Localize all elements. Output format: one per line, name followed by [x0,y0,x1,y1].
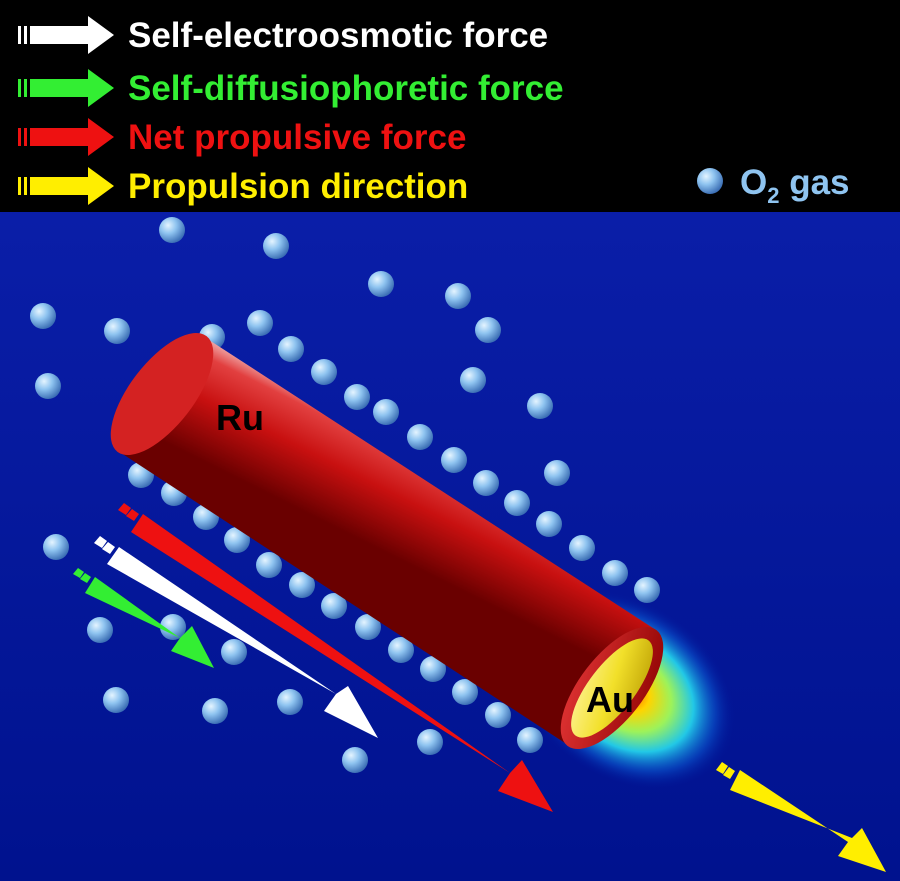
o2-bubble-icon [634,577,660,603]
legend-arrow-electroosmotic [18,16,114,54]
propulsion-direction-arrow [716,762,886,872]
o2-bubble-icon [527,393,553,419]
ru-au-nanorod [110,332,664,750]
o2-bubble-icon [504,490,530,516]
o2-bubble-icon [697,168,723,194]
o2-bubble-icon [277,689,303,715]
o2-bubble-icon [344,384,370,410]
o2-bubble-icon [221,639,247,665]
legend-arrow-diffusiophoretic [18,69,114,107]
o2-bubble-icon [368,271,394,297]
o2-bubble-icon [445,283,471,309]
o2-bubble-icon [43,534,69,560]
o2-bubble-icon [536,511,562,537]
o2-bubble-icon [224,527,250,553]
o2-bubble-icon [104,318,130,344]
o2-bubble-icon [407,424,433,450]
o2-bubble-icon [473,470,499,496]
legend-label-direction: Propulsion direction [128,167,468,206]
legend-arrow-direction [18,167,114,205]
legend-label-electroosmotic: Self-electroosmotic force [128,16,548,55]
o2-bubble-icon [602,560,628,586]
o2-bubble-icon [460,367,486,393]
o2-bubble-icon [420,656,446,682]
ru-label: Ru [216,397,264,438]
legend-bar [0,0,900,212]
o2-bubble-icon [311,359,337,385]
o2-bubble-icon [373,399,399,425]
o2-bubble-icon [263,233,289,259]
o2-bubble-icon [35,373,61,399]
o2-bubble-icon [441,447,467,473]
au-label: Au [586,679,634,720]
o2-bubble-icon [569,535,595,561]
o2-bubble-icon [388,637,414,663]
o2-bubble-icon [159,217,185,243]
o2-bubble-icon [355,614,381,640]
o2-bubble-icon [30,303,56,329]
o2-bubble-icon [485,702,511,728]
legend-arrow-net-force [18,118,114,156]
o2-bubble-icon [342,747,368,773]
legend-label-diffusiophoretic: Self-diffusiophoretic force [128,69,564,108]
legend-label-o2-gas: O2 gas [740,163,850,208]
o2-bubble-icon [417,729,443,755]
o2-bubble-icon [87,617,113,643]
o2-bubble-icon [517,727,543,753]
o2-bubble-icon [321,593,347,619]
o2-bubble-icon [289,572,315,598]
o2-bubble-icon [256,552,282,578]
o2-bubble-icon [278,336,304,362]
net-propulsive-force-arrow [118,503,553,812]
o2-bubble-icon [202,698,228,724]
o2-bubble-icon [103,687,129,713]
o2-bubble-icon [544,460,570,486]
legend-label-net-force: Net propulsive force [128,118,466,157]
o2-bubble-icon [452,679,478,705]
au-segment [571,638,653,738]
self-diffusiophoretic-force-arrow [73,568,214,668]
self-electroosmotic-force-arrow [94,536,378,738]
o2-bubble-icon [160,614,186,640]
o2-bubble-icon [475,317,501,343]
o2-bubble-icon [247,310,273,336]
